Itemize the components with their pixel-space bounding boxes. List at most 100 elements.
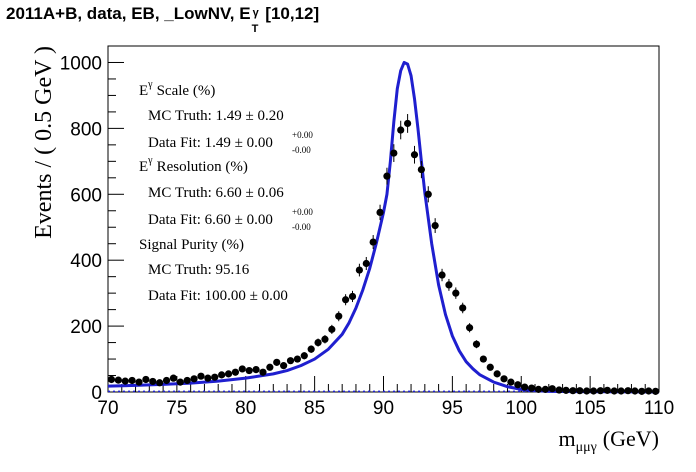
data-points [107, 114, 660, 395]
data-marker [335, 312, 343, 320]
data-point [500, 375, 508, 383]
data-point [596, 387, 605, 395]
data-point [355, 263, 363, 277]
data-marker [596, 387, 605, 395]
data-point [610, 387, 618, 395]
data-point [514, 381, 522, 389]
title-subscript: T [251, 23, 259, 35]
data-marker [149, 377, 157, 386]
data-marker [603, 386, 611, 394]
y-tick-label: 0 [91, 383, 102, 404]
data-marker [534, 385, 543, 393]
data-point [204, 374, 212, 382]
data-marker [562, 386, 570, 394]
data-point [638, 387, 646, 395]
data-point [624, 387, 632, 395]
data-point [162, 376, 171, 385]
y-tick-label: 400 [70, 251, 102, 272]
data-point [321, 335, 329, 344]
data-marker [314, 338, 322, 347]
legend-resolution-gamma: γ [147, 155, 153, 166]
data-marker [169, 374, 178, 382]
legend-purity-fit: Data Fit: 100.00 ± 0.00 [148, 288, 288, 304]
x-tick-label: 95 [442, 398, 463, 419]
data-point [417, 161, 425, 179]
legend-scale-fit: Data Fit: 1.49 ± 0.00 [148, 135, 273, 151]
x-tick-label: 80 [235, 398, 256, 419]
y-tick-label: 800 [70, 119, 102, 140]
data-marker [369, 238, 377, 246]
data-marker [624, 387, 632, 395]
data-point [645, 387, 653, 395]
data-point [534, 385, 543, 393]
data-marker [645, 387, 653, 395]
data-point [211, 373, 219, 381]
legend-box: Eγ Scale (%) MC Truth: 1.49 ± 0.20 Data F… [139, 79, 313, 304]
y-axis: 0 200 400 600 800 1000 [60, 53, 124, 404]
data-marker [355, 266, 363, 274]
data-point [156, 379, 164, 387]
data-marker [479, 355, 487, 363]
data-marker [507, 378, 515, 386]
data-point [280, 362, 288, 370]
data-point [376, 204, 384, 221]
data-marker [638, 387, 646, 395]
data-marker [273, 358, 281, 366]
legend-resolution-heading: Eγ Resolution (%) [139, 155, 248, 175]
data-point [135, 378, 143, 386]
data-point [218, 371, 226, 379]
fit-curve-layer [107, 60, 660, 394]
data-marker [445, 281, 453, 289]
data-point [404, 114, 412, 133]
data-marker [342, 296, 350, 304]
data-marker [183, 376, 191, 385]
legend-scale-gamma: γ [147, 79, 153, 90]
data-point [603, 386, 611, 394]
data-point [583, 387, 591, 395]
fit-curve [107, 60, 660, 394]
x-tick-label: 85 [304, 398, 325, 419]
data-point [445, 278, 453, 291]
data-point [121, 377, 129, 385]
data-point [410, 145, 419, 164]
data-marker [548, 385, 556, 393]
data-point [300, 352, 308, 360]
data-point [507, 378, 515, 386]
data-marker [362, 259, 370, 268]
legend-resolution-fit-err-up: +0.00 [292, 207, 313, 217]
data-marker [197, 372, 205, 380]
data-point [651, 387, 660, 395]
data-marker [610, 387, 618, 395]
data-point [589, 387, 598, 395]
data-marker [424, 190, 432, 198]
data-point [286, 357, 295, 365]
x-axis-title: mμμγ (GeV) [558, 426, 659, 455]
data-marker [238, 365, 246, 373]
data-marker [555, 386, 563, 394]
data-point [231, 368, 240, 376]
y-axis-title: Events / ( 0.5 GeV ) [31, 46, 57, 239]
data-marker [486, 363, 494, 371]
data-point [238, 365, 246, 373]
data-marker [142, 375, 150, 384]
legend-scale-heading-text: Scale (%) [157, 83, 216, 99]
data-marker [500, 375, 508, 383]
data-point [369, 235, 377, 250]
data-marker [493, 370, 501, 378]
data-point [397, 120, 405, 140]
data-marker [293, 355, 302, 363]
data-marker [390, 149, 398, 157]
data-marker [569, 387, 577, 395]
data-point [190, 375, 198, 383]
data-marker [376, 208, 384, 217]
x-tick-label: 105 [574, 398, 606, 419]
y-tick-label: 1000 [60, 53, 102, 74]
data-point [114, 376, 122, 384]
legend-resolution-fit-err-down: -0.00 [292, 222, 311, 232]
data-marker [156, 379, 164, 387]
data-marker [383, 172, 391, 180]
data-point [555, 386, 563, 394]
data-point [521, 383, 529, 391]
data-point [576, 387, 584, 395]
data-marker [431, 221, 439, 230]
